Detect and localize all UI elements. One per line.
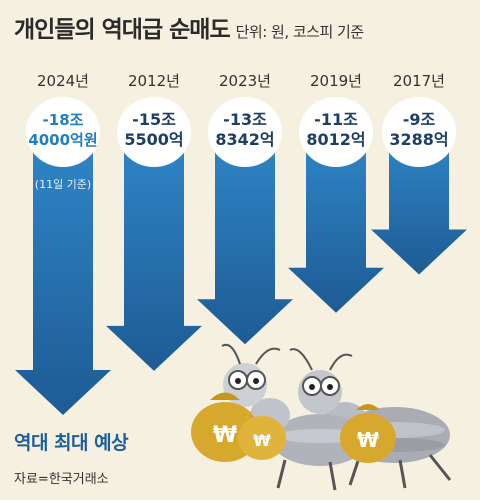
year-label-2: 2023년 xyxy=(219,72,271,90)
chart-title: 개인들의 역대급 순매도 xyxy=(14,17,231,43)
arrow-bar-1 xyxy=(106,135,202,371)
arrow-bar-4 xyxy=(371,135,467,275)
value-label-2-line-0: -13조 xyxy=(223,110,267,129)
value-bubble-1 xyxy=(117,97,191,167)
arrow-bar-2 xyxy=(197,135,293,345)
value-bubble-3 xyxy=(299,97,373,167)
value-label-3-line-0: -11조 xyxy=(314,110,358,129)
value-label-0-line-0: -18조 xyxy=(43,111,84,129)
source-note: 자료=한국거래소 xyxy=(14,472,109,487)
year-label-1: 2012년 xyxy=(128,72,180,90)
title-row: 개인들의 역대급 순매도 단위: 원, 코스피 기준 xyxy=(14,10,364,44)
value-bubble-0 xyxy=(26,97,100,167)
svg-text:₩: ₩ xyxy=(213,423,237,448)
svg-text:₩: ₩ xyxy=(253,431,271,450)
year-label-4: 2017년 xyxy=(393,72,445,90)
value-label-1-line-0: -15조 xyxy=(132,110,176,129)
unit-label: 단위: 원, 코스피 기준 xyxy=(235,23,365,41)
year-label-0: 2024년 xyxy=(37,72,89,90)
date-note-0: (11일 기준) xyxy=(35,177,91,191)
value-label-3-line-1: 8012억 xyxy=(306,130,365,149)
value-label-2-line-1: 8342억 xyxy=(215,130,274,149)
value-label-0-line-1: 4000억원 xyxy=(28,131,97,149)
value-bubble-4 xyxy=(382,97,456,167)
ants-illustration: ₩ ₩ ₩ xyxy=(191,343,452,491)
money-bag-icon: ₩ xyxy=(238,416,286,460)
money-bag-icon: ₩ xyxy=(340,404,396,463)
value-label-4-line-1: 3288억 xyxy=(389,130,448,149)
value-label-1-line-1: 5500억 xyxy=(124,130,183,149)
arrow-bar-3 xyxy=(288,135,384,313)
caption-largest-expected: 역대 최대 예상 xyxy=(14,432,129,454)
arrow-bar-0 xyxy=(15,135,111,415)
value-bubble-2 xyxy=(208,97,282,167)
year-label-3: 2019년 xyxy=(310,72,362,90)
value-label-4-line-0: -9조 xyxy=(403,110,436,129)
svg-text:₩: ₩ xyxy=(357,428,379,452)
